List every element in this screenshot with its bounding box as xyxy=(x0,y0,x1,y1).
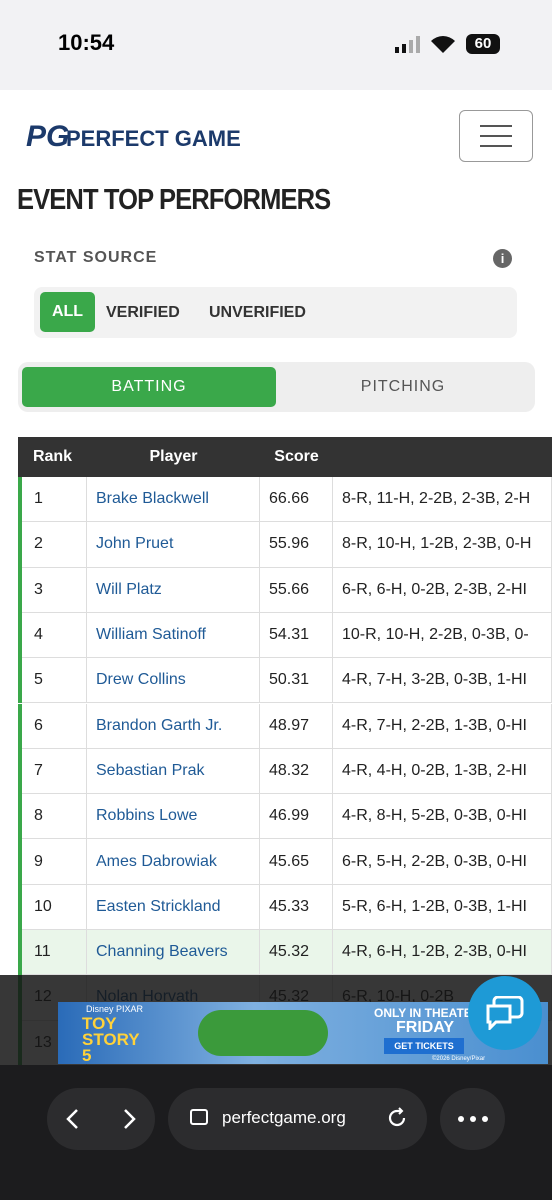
ad-day: FRIDAY xyxy=(396,1019,455,1036)
table-cell: 8-R, 11-H, 2-2B, 2-3B, 2-H xyxy=(333,477,552,523)
status-bar: 10:54 60 xyxy=(0,0,552,90)
nav-buttons xyxy=(47,1088,155,1150)
row-accent xyxy=(18,839,22,885)
row-accent xyxy=(18,748,22,795)
signal-icon xyxy=(395,36,420,53)
row-accent xyxy=(18,522,22,568)
row-accent xyxy=(18,477,22,523)
logo: PG xyxy=(26,120,70,153)
player-link[interactable]: Drew Collins xyxy=(87,658,260,704)
table-cell: 7 xyxy=(22,748,87,795)
table-cell: 4-R, 6-H, 1-2B, 2-3B, 0-HI xyxy=(333,930,552,976)
table-cell: 4-R, 7-H, 3-2B, 0-3B, 1-HI xyxy=(333,658,552,704)
table-cell: 4-R, 4-H, 0-2B, 1-3B, 2-HI xyxy=(333,748,552,795)
source-toggle: ALL VERIFIED UNVERIFIED xyxy=(34,287,517,338)
tabs-icon xyxy=(190,1109,208,1125)
table-cell: 46.99 xyxy=(260,794,333,840)
table-cell: 5 xyxy=(22,658,87,704)
table-cell: 48.97 xyxy=(260,703,333,749)
wifi-icon xyxy=(431,36,455,53)
table-cell: 48.32 xyxy=(260,748,333,795)
ad-brand: Disney PIXAR xyxy=(86,1004,144,1014)
table-cell: 55.96 xyxy=(260,522,333,568)
nav-arrows[interactable] xyxy=(65,1108,137,1130)
table-cell: 4 xyxy=(22,612,87,659)
url-bar[interactable]: perfectgame.org xyxy=(168,1088,427,1150)
browser-bar: perfectgame.org xyxy=(0,1065,552,1200)
table-cell: 8 xyxy=(22,794,87,840)
table-cell: 4-R, 7-H, 2-2B, 1-3B, 0-HI xyxy=(333,703,552,749)
table-cell: 1 xyxy=(22,477,87,523)
table-cell: 10-R, 10-H, 2-2B, 0-3B, 0- xyxy=(333,612,552,659)
url: perfectgame.org xyxy=(222,1108,346,1127)
row-accent xyxy=(18,567,22,613)
ad-copyright: ©2026 Disney/Pixar xyxy=(432,1056,486,1062)
toggle-option[interactable]: ALL xyxy=(40,292,95,332)
toggle-option[interactable]: VERIFIED xyxy=(106,304,180,321)
table-cell: 6-R, 6-H, 0-2B, 2-3B, 2-HI xyxy=(333,567,552,613)
chat-icon xyxy=(486,996,524,1030)
table-cell: 55.66 xyxy=(260,567,333,613)
chat-button[interactable] xyxy=(468,976,542,1050)
brand: PERFECT GAME xyxy=(66,126,241,151)
player-link[interactable]: Ames Dabrowiak xyxy=(87,839,260,885)
column-header: Player xyxy=(149,448,198,465)
table-cell: 66.66 xyxy=(260,477,333,523)
table-cell: 8-R, 10-H, 1-2B, 2-3B, 0-H xyxy=(333,522,552,568)
info-icon[interactable]: i xyxy=(493,249,512,268)
table-cell: 45.33 xyxy=(260,884,333,930)
column-header: Rank xyxy=(32,448,73,465)
row-accent xyxy=(18,930,22,976)
player-link[interactable]: William Satinoff xyxy=(87,612,260,659)
site-header: PG PERFECT GAME xyxy=(0,90,552,190)
table-cell: 11 xyxy=(22,930,87,976)
player-link[interactable]: Easten Strickland xyxy=(87,884,260,930)
ad-character xyxy=(198,1010,328,1056)
player-link[interactable]: Will Platz xyxy=(87,567,260,613)
player-link[interactable]: Brake Blackwell xyxy=(87,477,260,523)
table-cell: 50.31 xyxy=(260,658,333,704)
row-accent xyxy=(18,794,22,840)
player-link[interactable]: Sebastian Prak xyxy=(87,748,260,795)
table-cell: 9 xyxy=(22,839,87,885)
table-cell: 2 xyxy=(22,522,87,568)
table-cell: 3 xyxy=(22,567,87,613)
more-icon xyxy=(458,1116,488,1122)
table-cell: 6 xyxy=(22,703,87,749)
row-accent xyxy=(18,612,22,659)
reload-icon[interactable] xyxy=(386,1107,408,1129)
ad-banner[interactable]: Disney PIXAR TOY STORY 5 ONLY IN THEATER… xyxy=(58,1002,548,1064)
stat-source-label: STAT SOURCE xyxy=(34,249,158,266)
menu-button[interactable] xyxy=(459,110,533,162)
table-header xyxy=(18,437,552,477)
table-cell: 54.31 xyxy=(260,612,333,659)
more-button[interactable] xyxy=(440,1088,505,1150)
ad-title: TOY STORY 5 xyxy=(82,1014,140,1065)
table-cell: 45.65 xyxy=(260,839,333,885)
table-cell: 4-R, 8-H, 5-2B, 0-3B, 0-HI xyxy=(333,794,552,840)
time: 10:54 xyxy=(58,30,115,55)
tabs: BATTING PITCHING xyxy=(18,362,535,412)
toggle-option[interactable]: UNVERIFIED xyxy=(209,304,306,321)
player-link[interactable]: John Pruet xyxy=(87,522,260,568)
ad-tagline: ONLY IN THEATERS xyxy=(374,1006,489,1020)
ad-overlay: Disney PIXAR TOY STORY 5 ONLY IN THEATER… xyxy=(0,975,552,1067)
player-link[interactable]: Robbins Lowe xyxy=(87,794,260,840)
tab[interactable]: BATTING xyxy=(22,367,276,407)
row-accent xyxy=(18,703,22,749)
row-accent xyxy=(18,658,22,704)
table-cell: 45.32 xyxy=(260,930,333,976)
table-cell: 5-R, 6-H, 1-2B, 0-3B, 1-HI xyxy=(333,884,552,930)
tab[interactable]: PITCHING xyxy=(360,378,446,395)
column-header: Score xyxy=(274,448,319,465)
table-cell: 10 xyxy=(22,884,87,930)
player-link[interactable]: Brandon Garth Jr. xyxy=(87,703,260,749)
page-title: EVENT TOP PERFORMERS xyxy=(17,184,331,216)
table-cell: 6-R, 5-H, 2-2B, 0-3B, 0-HI xyxy=(333,839,552,885)
row-accent xyxy=(18,884,22,930)
battery: 60 xyxy=(466,34,500,54)
ad-button[interactable]: GET TICKETS xyxy=(384,1038,464,1054)
player-link[interactable]: Channing Beavers xyxy=(87,930,260,976)
